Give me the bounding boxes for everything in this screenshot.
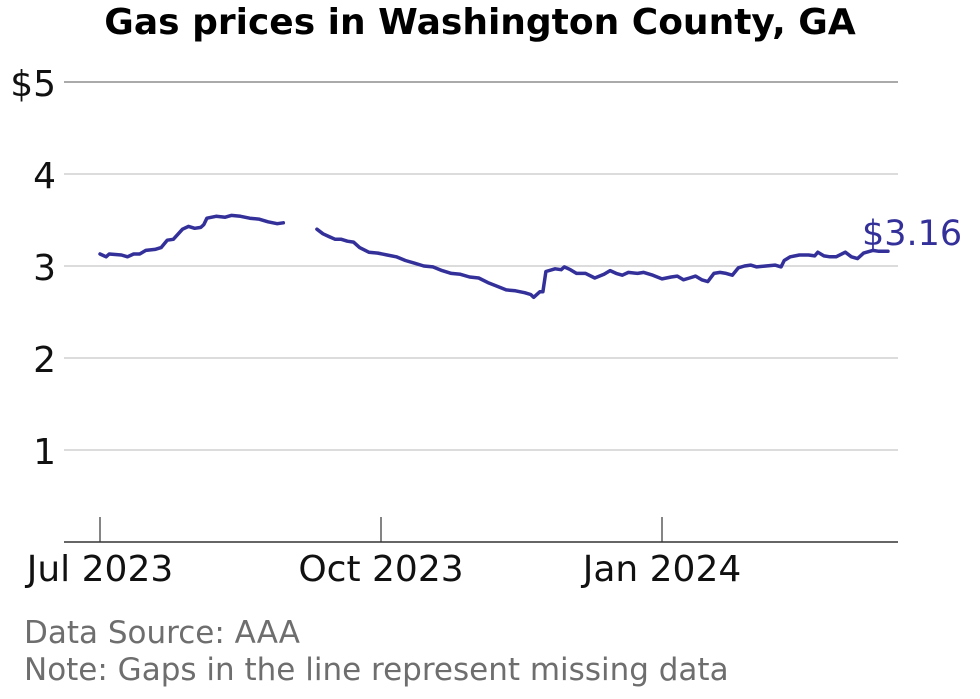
series-line-segment-2: [315, 227, 890, 300]
y-tick-label: 4: [33, 156, 56, 197]
series-line-segment-1: [98, 213, 286, 259]
end-value-label: $3.16: [862, 214, 962, 254]
y-tick-label: 1: [33, 432, 56, 473]
x-tick-label: Jul 2023: [25, 549, 174, 590]
y-tick-label: $5: [10, 64, 56, 105]
x-axis-ticks: Jul 2023 Oct 2023 Jan 2024: [25, 517, 742, 590]
data-source-note: Data Source: AAA: [24, 615, 300, 651]
x-tick-label: Oct 2023: [298, 549, 463, 590]
y-axis-labels: 1 2 3 4 $5: [10, 64, 56, 473]
y-tick-label: 2: [33, 340, 56, 381]
y-tick-label: 3: [33, 248, 56, 289]
price-series: [98, 213, 890, 300]
chart-title: Gas prices in Washington County, GA: [104, 2, 856, 43]
x-tick-label: Jan 2024: [581, 549, 742, 590]
missing-data-note: Note: Gaps in the line represent missing…: [24, 652, 729, 688]
